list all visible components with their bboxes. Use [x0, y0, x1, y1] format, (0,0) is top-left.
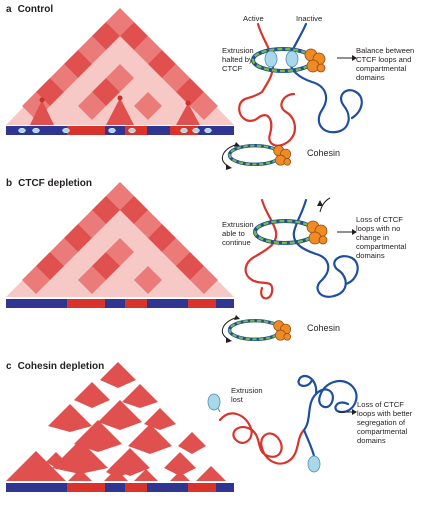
- heatmap-control: [6, 8, 234, 125]
- cohesin-ring-b: [253, 219, 329, 246]
- ctcf-free-c: [207, 393, 321, 473]
- panel-b-title-text: CTCF depletion: [18, 178, 92, 189]
- compartment-bar-control: [6, 126, 234, 135]
- label-outcome-control: Balance between CTCF loops and compartme…: [356, 46, 415, 82]
- chromatin-control: [238, 22, 363, 147]
- chromatin-cohesin-depletion: [218, 374, 358, 465]
- label-active: Active: [243, 14, 264, 23]
- label-extrusion-lost: Extrusion lost: [231, 386, 263, 404]
- label-extrusion-continue: Extrusion able to continue: [222, 220, 254, 247]
- label-inactive: Inactive: [296, 14, 323, 23]
- panel-a-letter: a: [6, 4, 12, 15]
- label-cohesin-b: Cohesin: [307, 323, 341, 333]
- arrow-outcome-c: [338, 409, 357, 415]
- cohesin-free-b: [227, 318, 293, 342]
- compartment-bar-ctcf-depletion: [6, 299, 234, 308]
- compartment-bar-cohesin-depletion: [6, 483, 234, 492]
- panel-b-title: b CTCF depletion: [6, 178, 92, 189]
- panel-c-title-text: Cohesin depletion: [17, 361, 105, 372]
- ctcf-pair-a: [264, 50, 299, 68]
- label-cohesin-a: Cohesin: [307, 148, 341, 158]
- heatmap-cohesin-depletion: [6, 362, 226, 481]
- arrow-outcome-a: [337, 55, 357, 61]
- chromatin-ctcf-depletion: [244, 198, 359, 300]
- panel-c-title: c Cohesin depletion: [6, 361, 104, 372]
- label-extrusion-halted: Extrusion halted by CTCF: [222, 46, 254, 73]
- panel-a-title-text: Control: [17, 4, 54, 15]
- panel-c-letter: c: [6, 361, 12, 372]
- cohesin-exchange-arrow-b: [221, 315, 240, 343]
- cohesin-exchange-arrow-a: [221, 142, 240, 170]
- panel-a-title: a Control: [6, 4, 53, 15]
- label-outcome-cohesin-depletion: Loss of CTCF loops with better segregati…: [357, 400, 413, 445]
- heatmap-ctcf-depletion: [6, 182, 234, 297]
- arrow-outcome-b: [317, 197, 357, 235]
- cohesin-free-a: [227, 143, 293, 167]
- panel-b-letter: b: [6, 178, 13, 189]
- label-outcome-ctcf-depletion: Loss of CTCF loops with no change in com…: [356, 215, 407, 260]
